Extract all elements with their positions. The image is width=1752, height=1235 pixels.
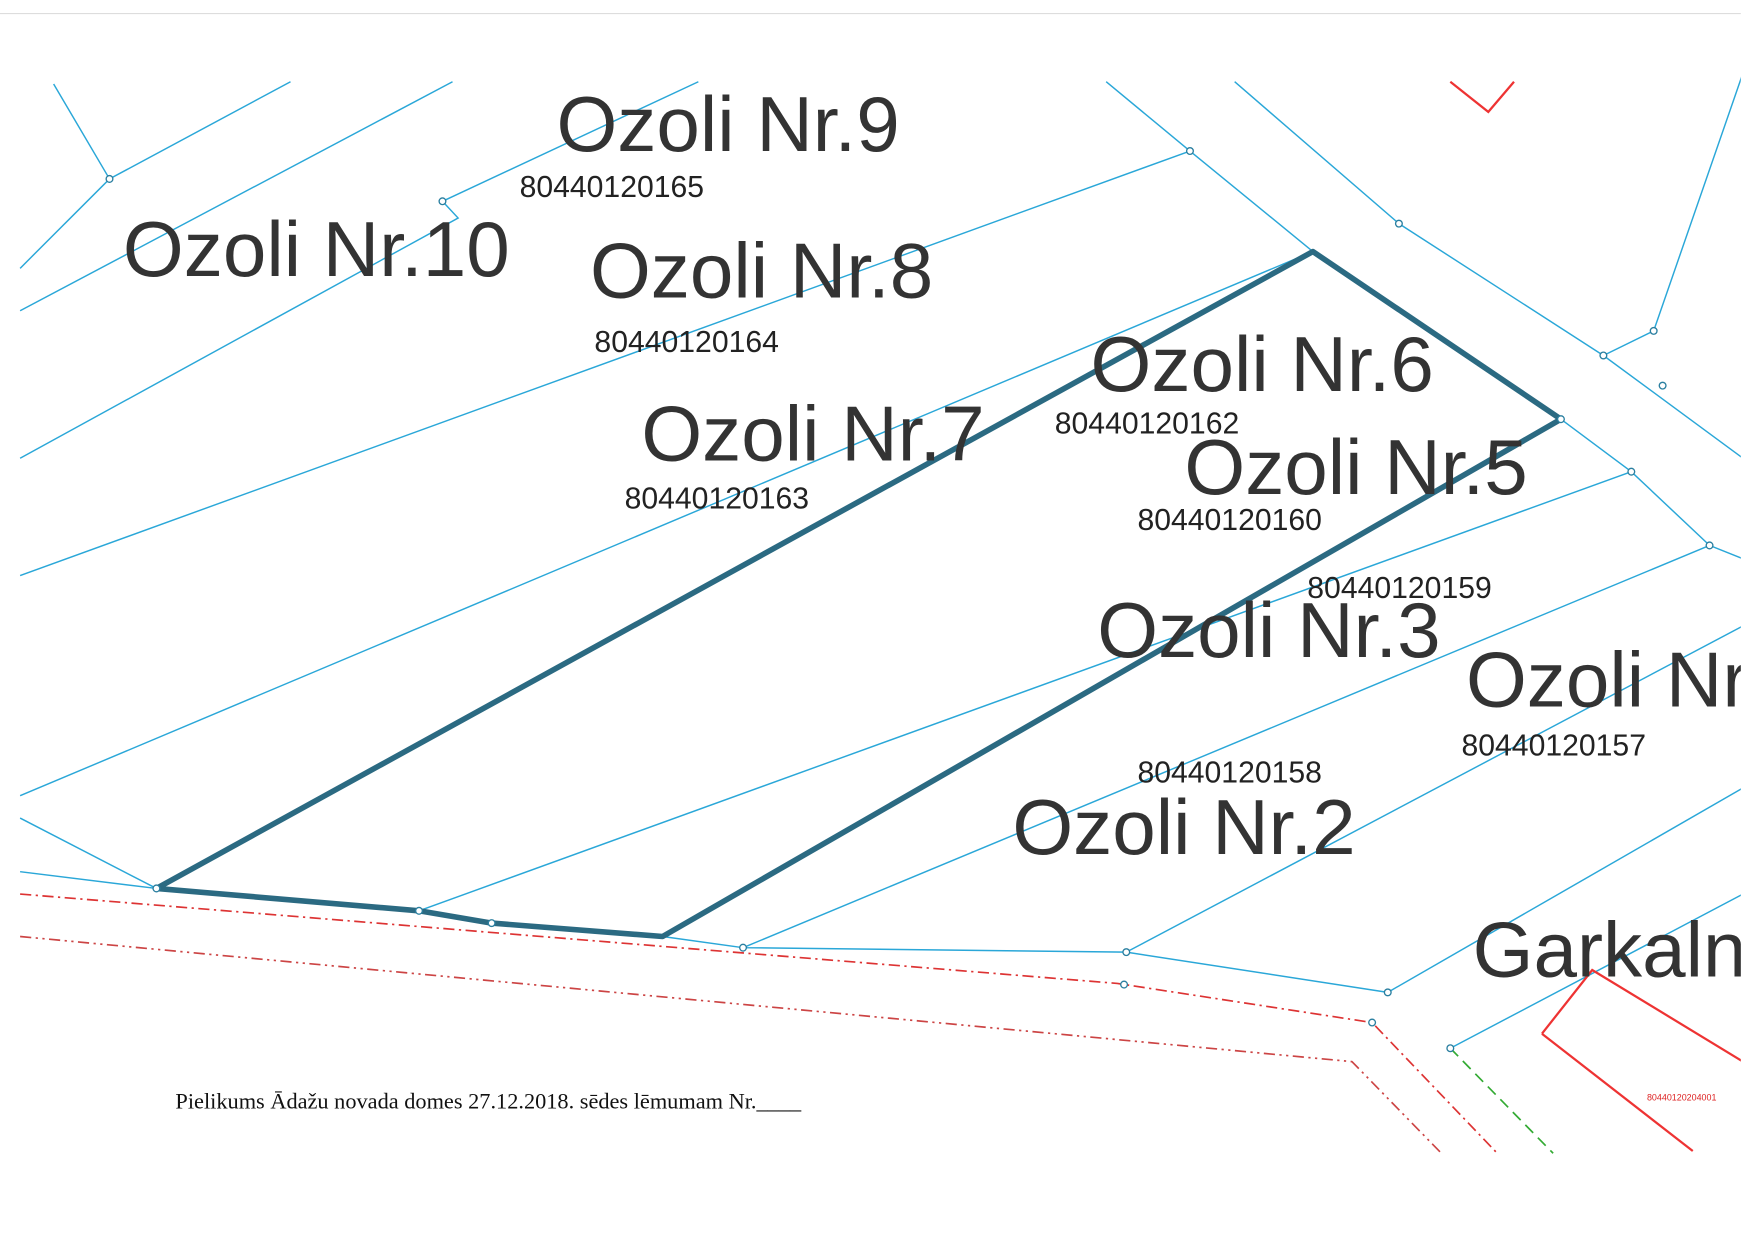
parcel-code: 80440120158 — [1137, 756, 1322, 789]
parcel-name: Ozoli Nr.10 — [123, 205, 510, 293]
street-name: Garkalng — [1473, 906, 1752, 994]
parcel-code: 80440120165 — [520, 171, 705, 204]
scan-margin — [1740, 0, 1752, 1235]
parcel-code: 80440120162 — [1055, 408, 1239, 441]
small-code: 80440120204001 — [1647, 1093, 1717, 1103]
parcel-code: 80440120163 — [625, 483, 810, 516]
parcel-code: 80440120157 — [1461, 729, 1646, 762]
parcel-code: 80440120160 — [1137, 504, 1322, 537]
parcel-name: Ozoli Nr.3 — [1097, 586, 1440, 674]
parcel-name: Ozoli Nr.5 — [1184, 423, 1527, 511]
parcel-name: Ozoli Nr.7 — [641, 390, 984, 478]
parcel-name: Ozoli Nr.2 — [1012, 783, 1355, 871]
road-lines — [20, 80, 1744, 1154]
labels: Ozoli Nr.9 80440120165 Ozoli Nr.10 Ozoli… — [123, 80, 1752, 1114]
nodes — [105, 146, 1714, 1053]
parcel-name: Ozoli Nr — [1466, 635, 1748, 723]
parcel-name: Ozoli Nr.9 — [556, 80, 899, 168]
parcel-name: Ozoli Nr.6 — [1091, 320, 1434, 408]
parcel-code: 80440120159 — [1307, 572, 1492, 605]
parcel-code: 80440120164 — [594, 326, 779, 359]
parcel-name: Ozoli Nr.8 — [590, 226, 933, 314]
footer-note: Pielikums Ādažu novada domes 27.12.2018.… — [175, 1089, 802, 1114]
